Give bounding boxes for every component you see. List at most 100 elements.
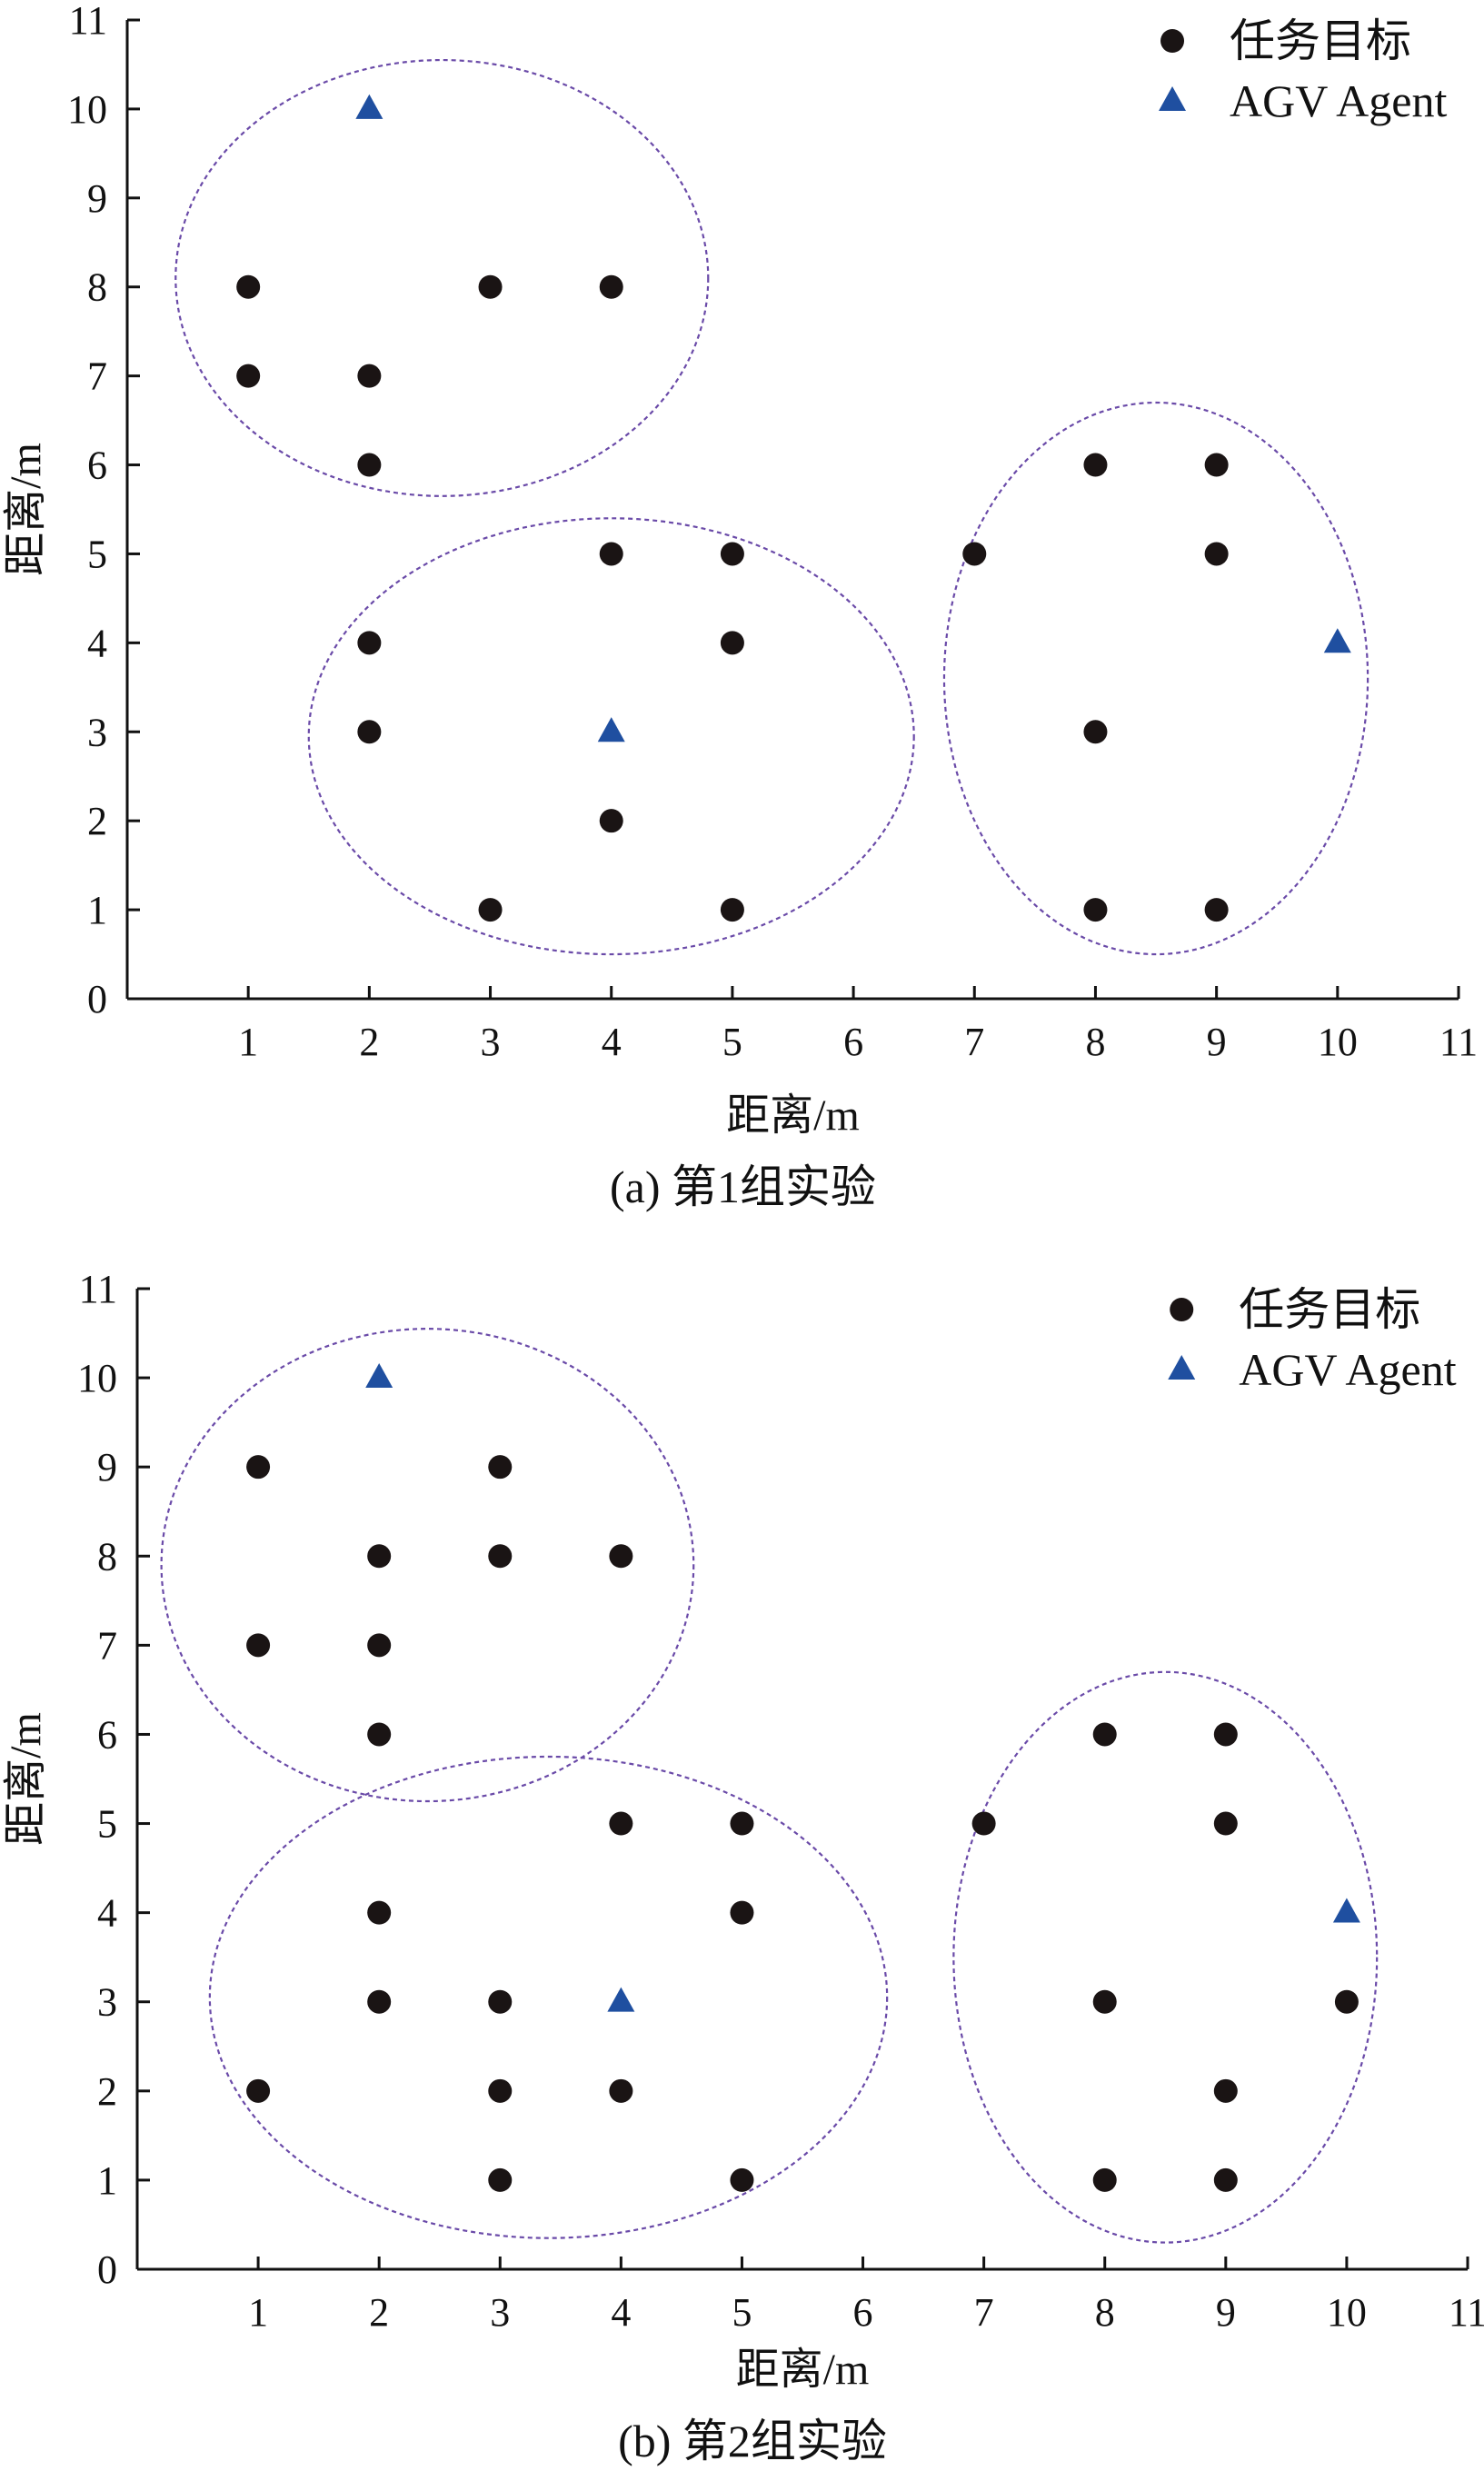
x-tick-label: 7 — [974, 2290, 994, 2335]
legend-marker-agv-agent — [1159, 86, 1187, 111]
legend-label: AGV Agent — [1230, 75, 1447, 126]
task-target-point — [1092, 1989, 1117, 2014]
x-tick-label: 10 — [1327, 2290, 1367, 2335]
x-tick-label: 9 — [1216, 2290, 1236, 2335]
y-tick-label: 9 — [97, 1445, 117, 1490]
y-tick-label: 5 — [97, 1802, 117, 1847]
x-tick-label: 2 — [369, 2290, 389, 2335]
legend-marker-task-target — [1170, 1298, 1194, 1321]
x-tick-label: 8 — [1085, 1020, 1105, 1064]
legend-marker-agv-agent — [1168, 1355, 1196, 1380]
y-tick-label: 1 — [87, 888, 107, 932]
y-tick-label: 2 — [87, 799, 107, 843]
y-tick-label: 4 — [97, 1891, 117, 1936]
task-target-point — [1083, 898, 1108, 922]
task-target-point — [609, 1544, 633, 1569]
task-target-point — [720, 898, 744, 922]
task-target-point — [1334, 1989, 1359, 2014]
y-tick-label: 2 — [97, 2069, 117, 2114]
chart-caption: (a) 第1组实验 — [610, 1161, 876, 1212]
task-target-point — [488, 1989, 513, 2014]
task-target-point — [599, 274, 623, 299]
task-target-point — [730, 1900, 754, 1925]
x-tick-label: 5 — [732, 2290, 752, 2335]
agv-agent-point — [1332, 1898, 1360, 1923]
y-tick-label: 6 — [87, 443, 107, 488]
y-tick-label: 4 — [87, 621, 107, 665]
x-tick-label: 6 — [843, 1020, 863, 1064]
task-target-point — [1092, 1722, 1117, 1747]
legend-marker-task-target — [1160, 29, 1185, 53]
y-tick-label: 7 — [97, 1623, 117, 1668]
x-tick-label: 7 — [964, 1020, 984, 1064]
x-tick-label: 11 — [1449, 2290, 1484, 2335]
agv-agent-point — [607, 1987, 635, 2012]
y-tick-label: 1 — [97, 2158, 117, 2203]
task-target-point — [609, 1811, 633, 1836]
y-tick-label: 3 — [87, 710, 107, 754]
task-target-point — [971, 1811, 996, 1836]
x-tick-label: 9 — [1207, 1020, 1227, 1064]
x-tick-label: 1 — [248, 2290, 268, 2335]
cluster-ellipse — [307, 517, 915, 956]
task-target-point — [357, 453, 382, 477]
task-target-point — [609, 2078, 633, 2103]
task-target-point — [1213, 1811, 1238, 1836]
x-tick-label: 10 — [1318, 1020, 1358, 1064]
y-tick-label: 9 — [87, 176, 107, 221]
task-target-point — [730, 1811, 754, 1836]
task-target-point — [599, 542, 623, 566]
y-tick-label: 6 — [97, 1712, 117, 1757]
task-target-point — [236, 274, 261, 299]
task-target-point — [1083, 453, 1108, 477]
x-axis-title: 距离/m — [726, 1091, 860, 1140]
task-target-point — [1204, 542, 1229, 566]
x-tick-label: 4 — [611, 2290, 631, 2335]
cluster-ellipse — [174, 58, 710, 497]
cluster-ellipse — [952, 1670, 1379, 2244]
task-target-point — [478, 898, 503, 922]
x-tick-label: 11 — [1439, 1020, 1478, 1064]
task-target-point — [1213, 2078, 1238, 2103]
task-target-point — [488, 1455, 513, 1480]
task-target-point — [246, 2078, 271, 2103]
x-tick-label: 3 — [481, 1020, 501, 1064]
cluster-ellipse — [160, 1328, 695, 1803]
agv-agent-point — [365, 1362, 393, 1389]
x-tick-label: 8 — [1095, 2290, 1115, 2335]
x-tick-label: 6 — [853, 2290, 873, 2335]
x-tick-label: 4 — [602, 1020, 622, 1064]
task-target-point — [367, 1989, 392, 2014]
task-target-point — [730, 2167, 754, 2192]
task-target-point — [246, 1633, 271, 1658]
task-target-point — [236, 364, 261, 388]
task-target-point — [1213, 1722, 1238, 1747]
y-tick-label: 8 — [97, 1534, 117, 1579]
task-target-point — [720, 542, 744, 566]
y-tick-label: 7 — [87, 354, 107, 399]
task-target-point — [488, 2078, 513, 2103]
task-target-point — [357, 364, 382, 388]
task-target-point — [962, 542, 987, 566]
task-target-point — [720, 631, 744, 655]
x-tick-label: 2 — [359, 1020, 379, 1064]
task-target-point — [1083, 720, 1108, 744]
y-tick-label: 3 — [97, 1980, 117, 2025]
task-target-point — [1204, 453, 1229, 477]
legend-label: 任务目标 — [1239, 1284, 1420, 1335]
task-target-point — [1204, 898, 1229, 922]
chart-caption: (b) 第2组实验 — [618, 2416, 887, 2466]
y-axis-title: 距离/m — [2, 443, 50, 576]
y-tick-label: 10 — [77, 1356, 117, 1400]
y-tick-label: 0 — [97, 2247, 117, 2292]
cluster-ellipse — [208, 1755, 889, 2239]
agv-agent-point — [1323, 628, 1351, 653]
task-target-point — [357, 720, 382, 744]
task-target-point — [367, 1544, 392, 1569]
y-tick-label: 5 — [87, 532, 107, 576]
legend-label: 任务目标 — [1230, 15, 1411, 66]
task-target-point — [599, 809, 623, 833]
